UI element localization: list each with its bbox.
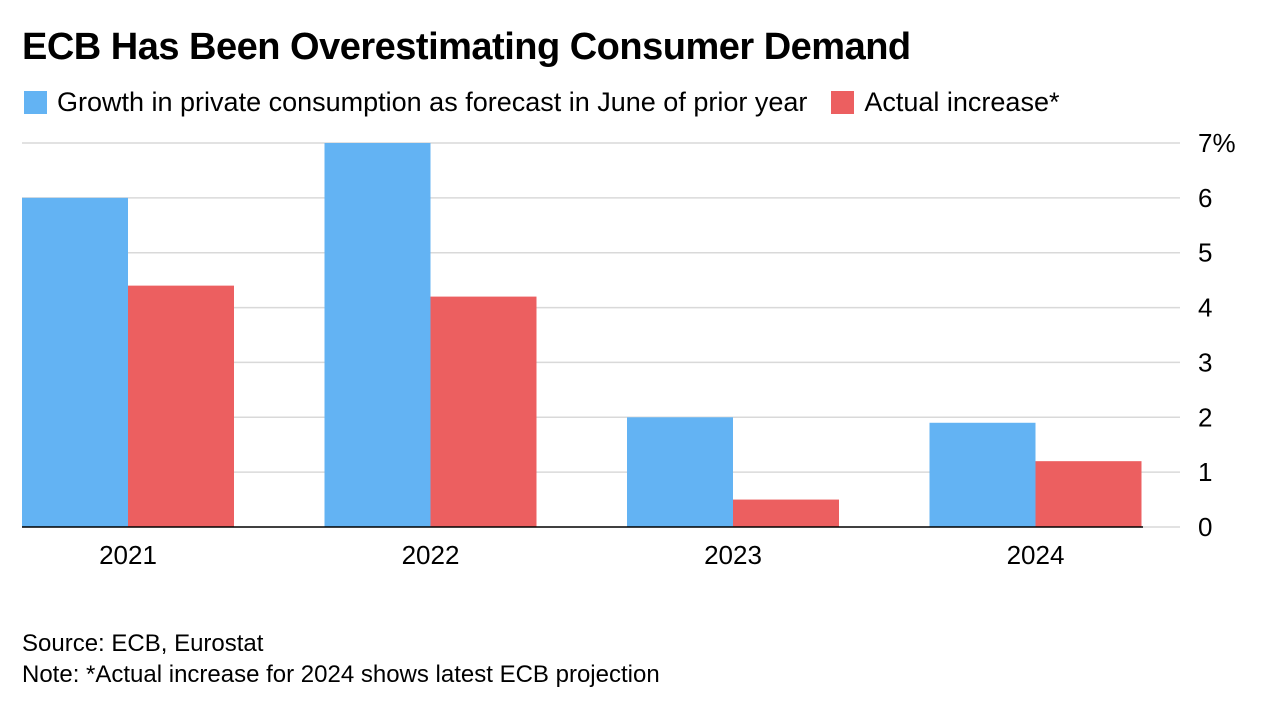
x-tick-label-2023: 2023 xyxy=(704,540,762,570)
source-note: Source: ECB, Eurostat xyxy=(22,630,264,657)
y-tick-label: 2 xyxy=(1198,402,1212,432)
y-tick-label: 5 xyxy=(1198,238,1212,268)
bar-2023-actual xyxy=(733,499,839,527)
y-tick-label: 0 xyxy=(1198,512,1212,542)
y-tick-label: 3 xyxy=(1198,347,1212,377)
footnote: Note: *Actual increase for 2024 shows la… xyxy=(22,661,660,688)
y-tick-label: 4 xyxy=(1198,293,1212,323)
label-layer: 0 1 2 3 4 5 6 7% 2021 2022 2023 2024 xyxy=(99,128,1236,570)
bar-2021-actual xyxy=(128,285,234,527)
y-tick-label: 7% xyxy=(1198,128,1236,158)
legend-label-forecast: Growth in private consumption as forecas… xyxy=(57,86,808,117)
chart-footer: Source: ECB, Eurostat Note: *Actual incr… xyxy=(22,628,660,690)
bar-layer xyxy=(22,143,1142,527)
x-tick-label-2022: 2022 xyxy=(402,540,460,570)
bar-2023-forecast xyxy=(627,417,733,527)
legend-swatch-forecast xyxy=(24,90,47,114)
bar-2024-actual xyxy=(1035,461,1142,527)
legend-item-forecast: Growth in private consumption as forecas… xyxy=(24,87,807,118)
x-tick-label-2021: 2021 xyxy=(99,540,157,570)
bar-2024-forecast xyxy=(929,422,1036,527)
bar-2021-forecast xyxy=(22,197,128,527)
bar-2022-actual xyxy=(430,296,537,527)
x-tick-label-2024: 2024 xyxy=(1007,540,1065,570)
legend-item-actual: Actual increase* xyxy=(831,87,1059,118)
legend-label-actual: Actual increase* xyxy=(864,86,1060,117)
bar-2022-forecast xyxy=(324,143,431,527)
legend-swatch-actual xyxy=(831,90,855,114)
y-tick-label: 6 xyxy=(1198,183,1212,213)
y-tick-label: 1 xyxy=(1198,457,1212,487)
chart-title: ECB Has Been Overestimating Consumer Dem… xyxy=(22,26,911,68)
chart-legend: Growth in private consumption as forecas… xyxy=(24,86,1083,118)
